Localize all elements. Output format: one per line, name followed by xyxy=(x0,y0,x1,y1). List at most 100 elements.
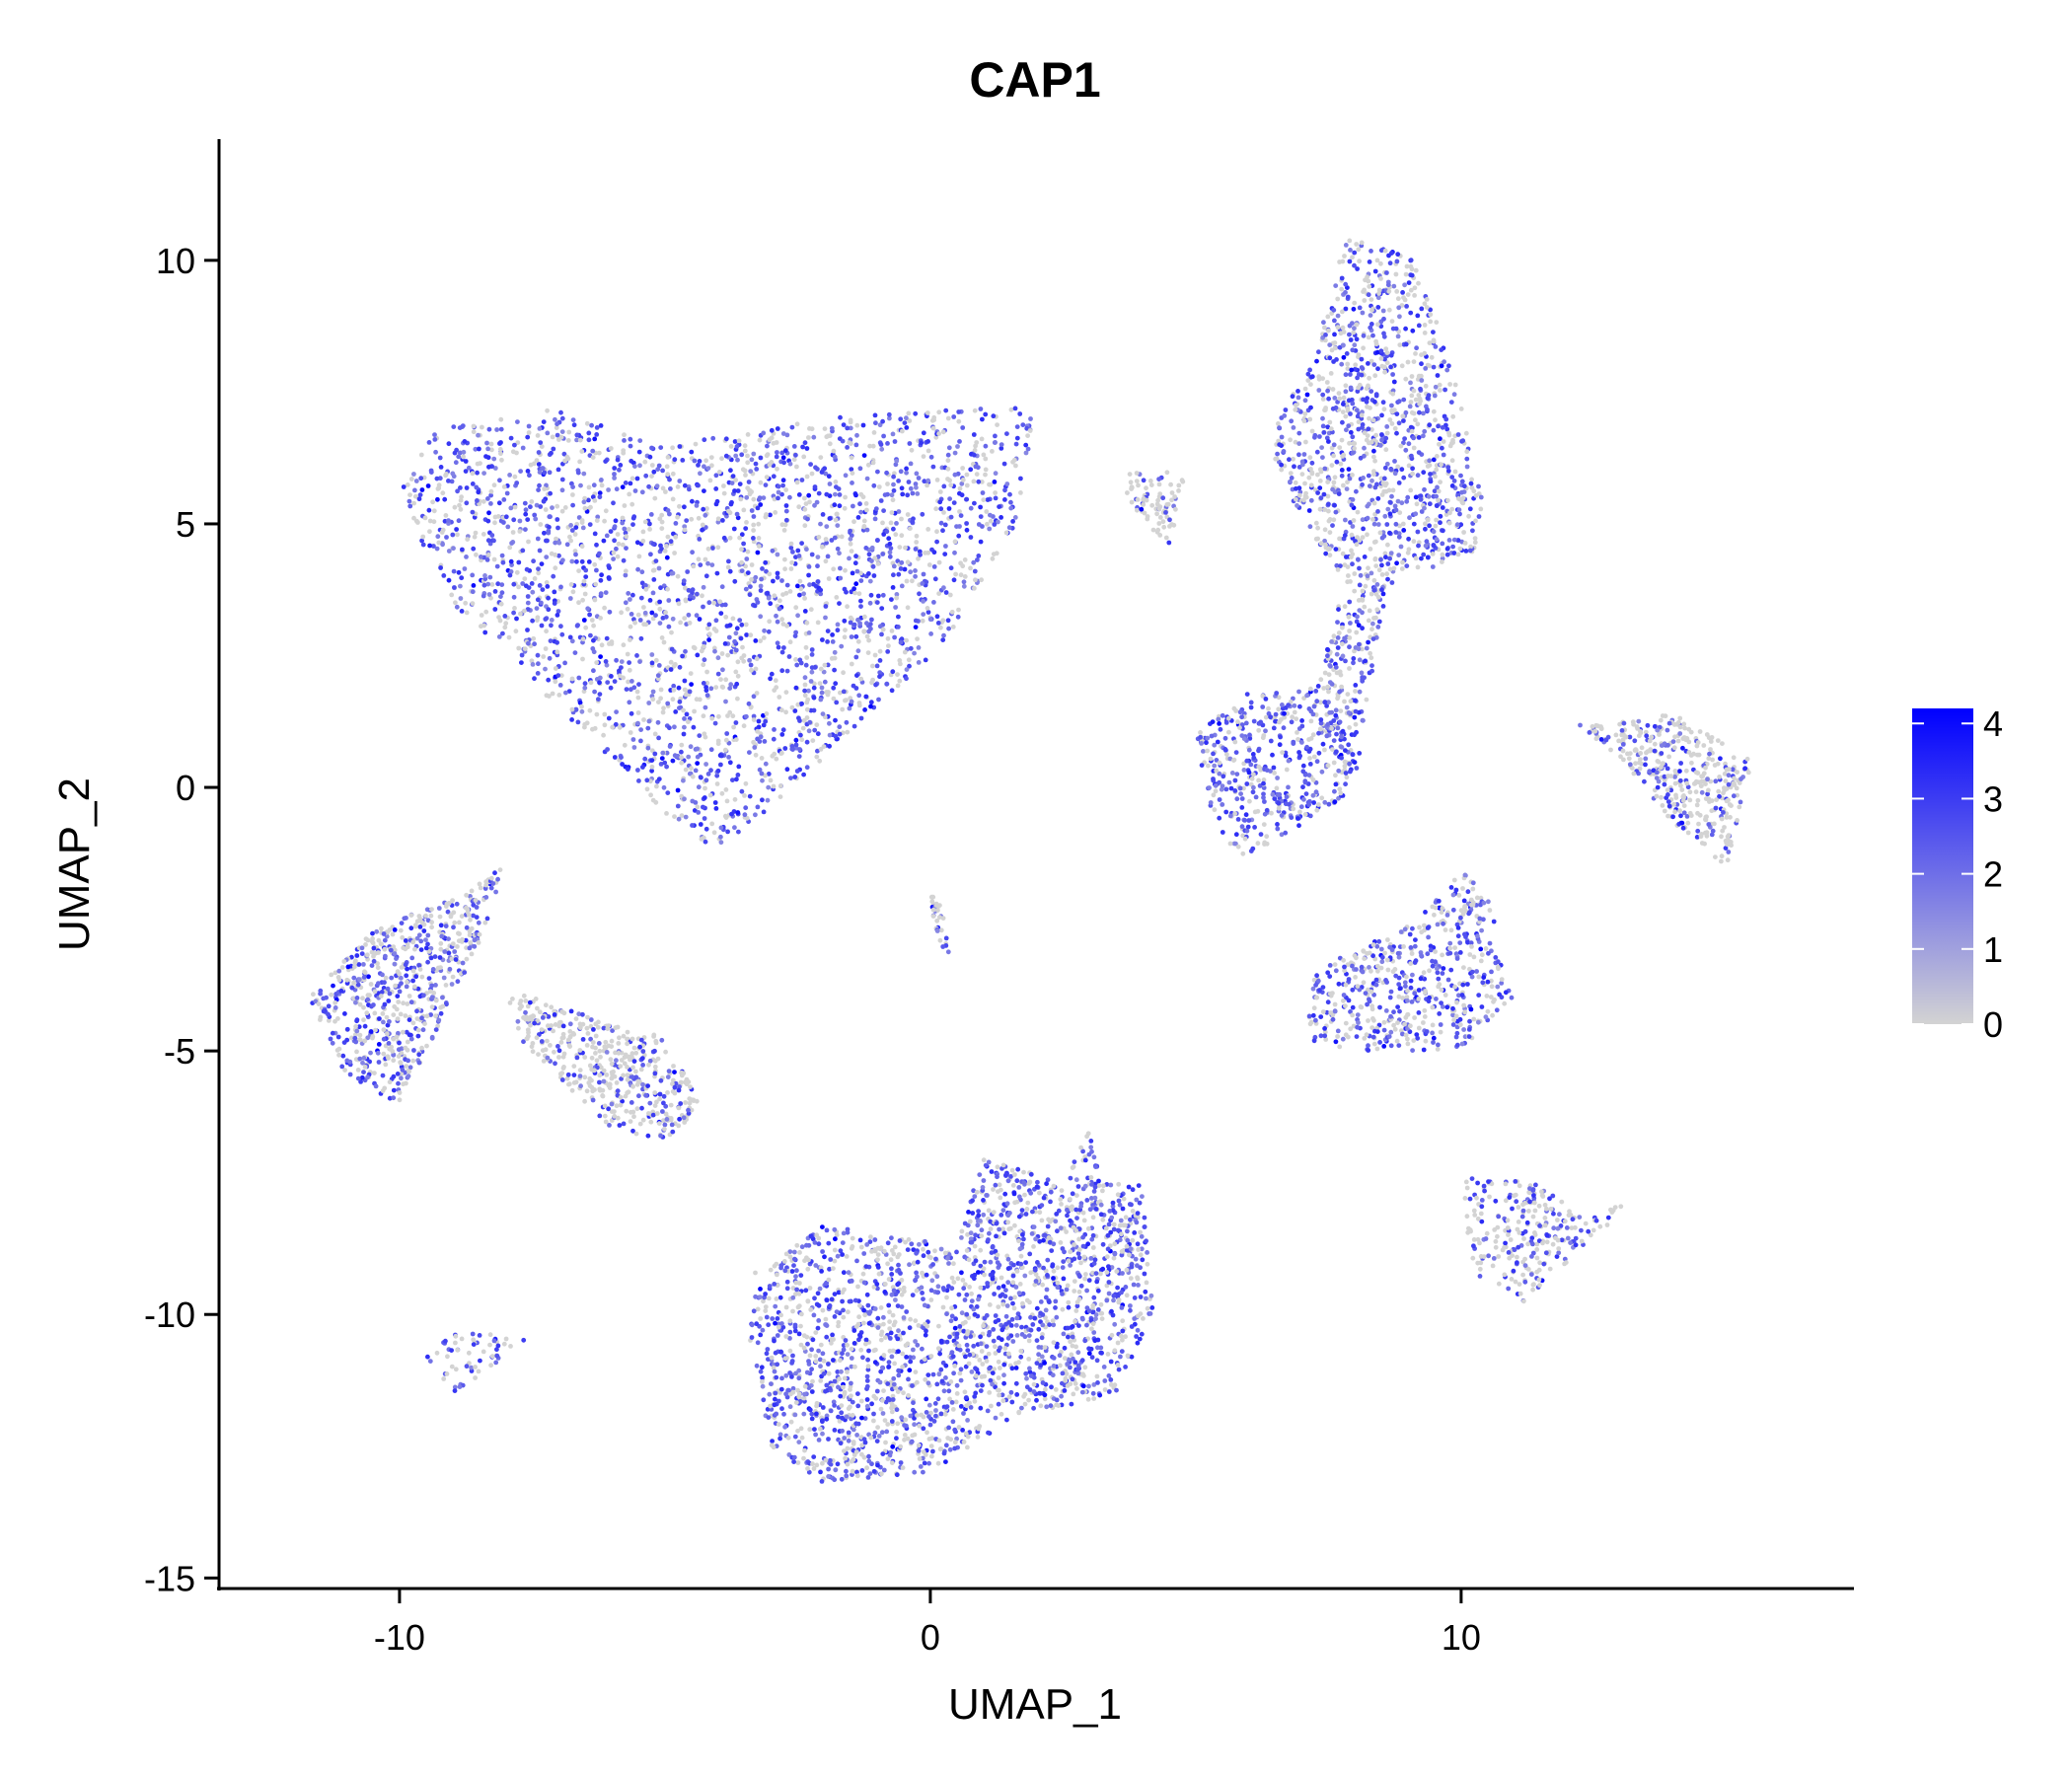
cell-point xyxy=(1346,467,1352,472)
cell-point xyxy=(884,529,890,535)
cell-point xyxy=(603,508,609,514)
cell-point xyxy=(1378,348,1384,354)
cell-point xyxy=(428,470,434,475)
cell-point xyxy=(608,685,614,691)
cell-point xyxy=(999,442,1004,447)
cell-point xyxy=(587,707,593,713)
cell-point xyxy=(515,440,521,445)
cell-point xyxy=(701,506,706,512)
cell-point xyxy=(1235,817,1241,822)
cell-point xyxy=(1394,411,1400,416)
cell-point xyxy=(831,566,837,572)
cell-point xyxy=(1446,520,1452,526)
cell-point xyxy=(1249,776,1255,781)
cell-point xyxy=(1435,373,1441,378)
cell-point xyxy=(673,709,679,714)
cell-point xyxy=(471,546,477,552)
cell-point xyxy=(860,494,866,500)
cell-point xyxy=(555,517,560,522)
cell-point xyxy=(1347,332,1352,337)
cell-point xyxy=(842,618,848,624)
cell-point xyxy=(811,434,817,440)
cell-point xyxy=(655,673,661,678)
cell-point xyxy=(899,583,905,589)
cell-point xyxy=(1297,753,1302,759)
cell-point xyxy=(671,683,677,689)
cell-point xyxy=(1652,723,1658,729)
cell-point xyxy=(728,468,733,474)
cell-point xyxy=(1283,830,1289,836)
cell-point xyxy=(804,765,810,771)
cell-point xyxy=(550,505,555,510)
cell-point xyxy=(764,568,769,574)
cell-point xyxy=(753,461,759,467)
cell-point xyxy=(1455,538,1461,543)
cell-point xyxy=(1626,756,1632,762)
cell-point xyxy=(723,787,729,792)
cell-point xyxy=(651,469,657,475)
cell-point xyxy=(1411,435,1416,441)
cell-point xyxy=(913,573,918,579)
cell-point xyxy=(722,641,728,646)
cell-point xyxy=(942,522,948,528)
cell-point xyxy=(1427,422,1433,428)
cell-point xyxy=(1331,738,1337,743)
cell-point xyxy=(831,448,837,454)
cell-point xyxy=(705,466,711,471)
cell-point xyxy=(419,538,424,544)
cell-point xyxy=(566,689,572,694)
cell-point xyxy=(1408,287,1414,293)
cell-point xyxy=(725,829,730,835)
cell-point xyxy=(1378,476,1384,481)
cell-point xyxy=(1372,458,1377,464)
cell-point xyxy=(558,624,563,629)
cell-point xyxy=(514,481,520,485)
cell-point xyxy=(634,689,640,695)
cell-point xyxy=(1414,345,1419,351)
cell-point xyxy=(1319,795,1325,801)
cell-point xyxy=(1710,757,1715,763)
cell-point xyxy=(657,621,663,626)
cell-point xyxy=(804,474,810,480)
cell-point xyxy=(1135,507,1140,513)
cell-point xyxy=(1391,565,1397,571)
cell-point xyxy=(1357,565,1362,571)
cell-point xyxy=(1354,629,1360,635)
cell-point xyxy=(1129,486,1134,491)
points-layer xyxy=(310,238,1751,1484)
cell-point xyxy=(1013,463,1018,469)
cell-point xyxy=(808,607,814,613)
cell-point xyxy=(983,467,989,473)
cell-point xyxy=(1324,435,1330,441)
cell-point xyxy=(866,571,871,576)
cell-point xyxy=(614,709,619,714)
cell-point xyxy=(1451,1017,1456,1023)
cell-point xyxy=(1256,777,1261,783)
cell-point xyxy=(539,600,544,606)
cell-point xyxy=(552,589,557,595)
cell-point xyxy=(1440,559,1444,564)
cell-point xyxy=(473,446,479,452)
cell-point xyxy=(715,655,721,661)
cell-point xyxy=(751,713,757,719)
cell-point xyxy=(1301,452,1307,457)
cell-point xyxy=(1380,308,1386,314)
cell-point xyxy=(792,775,798,779)
cell-point xyxy=(757,495,763,500)
cell-point xyxy=(591,623,596,629)
cell-point xyxy=(774,756,779,762)
cell-point xyxy=(992,522,998,527)
cell-point xyxy=(1237,785,1243,791)
cell-point xyxy=(440,542,445,548)
cell-point xyxy=(1373,432,1378,438)
cell-point xyxy=(781,645,786,650)
cell-point xyxy=(905,559,911,565)
cell-point xyxy=(848,425,853,431)
cell-point xyxy=(817,681,823,686)
cell-point xyxy=(1362,287,1367,293)
cell-point xyxy=(689,682,694,687)
cell-point xyxy=(737,618,743,623)
cell-point xyxy=(1422,486,1427,492)
cell-point xyxy=(1012,515,1018,520)
cell-point xyxy=(874,600,880,605)
